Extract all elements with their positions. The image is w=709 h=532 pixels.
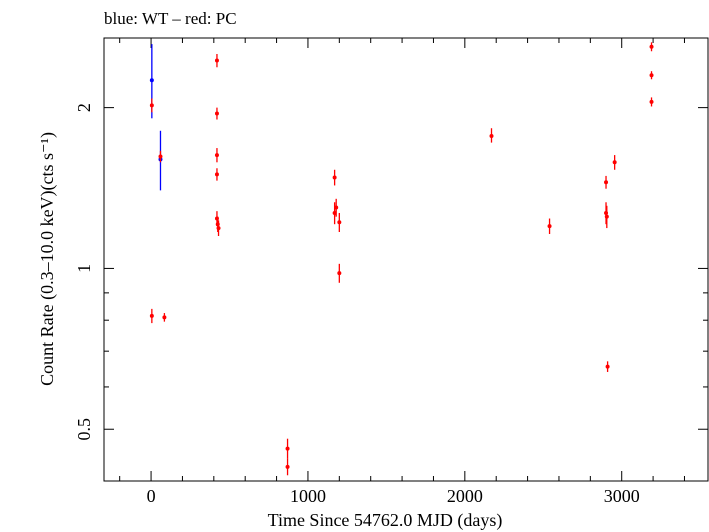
data-point [162, 315, 167, 320]
data-point [214, 172, 219, 177]
data-point [214, 153, 219, 158]
data-point [149, 103, 154, 108]
y-tick-label: 0.5 [74, 418, 94, 441]
x-axis-ticks: 0 1000 2000 3000 [119, 38, 685, 506]
chart-title: blue: WT – red: PC [104, 9, 237, 28]
data-point [547, 224, 552, 229]
plot-frame [103, 37, 709, 482]
data-point [604, 180, 609, 185]
data-point [604, 214, 609, 219]
data-point [489, 133, 494, 138]
data-point [149, 313, 154, 318]
data-series-layer [149, 42, 654, 476]
data-point [605, 364, 610, 369]
y-axis-ticks: 0.5 1 2 [74, 103, 708, 482]
data-point [332, 175, 337, 180]
data-point [649, 99, 654, 104]
x-tick-label: 1000 [290, 486, 326, 506]
data-point [214, 111, 219, 116]
data-point [337, 271, 342, 276]
data-point [612, 160, 617, 165]
data-point [285, 464, 290, 469]
x-axis-label: Time Since 54762.0 MJD (days) [268, 510, 503, 531]
data-point [216, 226, 221, 231]
x-tick-label: 3000 [604, 486, 640, 506]
series-pc [149, 42, 654, 476]
data-point [337, 220, 342, 225]
data-point [158, 154, 163, 159]
data-point [285, 446, 290, 451]
y-tick-label: 2 [74, 103, 94, 112]
y-tick-label: 1 [74, 264, 94, 273]
data-point [649, 44, 654, 49]
data-point [214, 58, 219, 63]
x-tick-label: 2000 [447, 486, 483, 506]
series-wt [149, 44, 163, 191]
data-point [334, 205, 339, 210]
data-point [649, 73, 654, 78]
x-tick-label: 0 [147, 486, 156, 506]
y-axis-label: Count Rate (0.3–10.0 keV)(cts s⁻¹) [37, 132, 58, 386]
data-point [149, 78, 154, 83]
